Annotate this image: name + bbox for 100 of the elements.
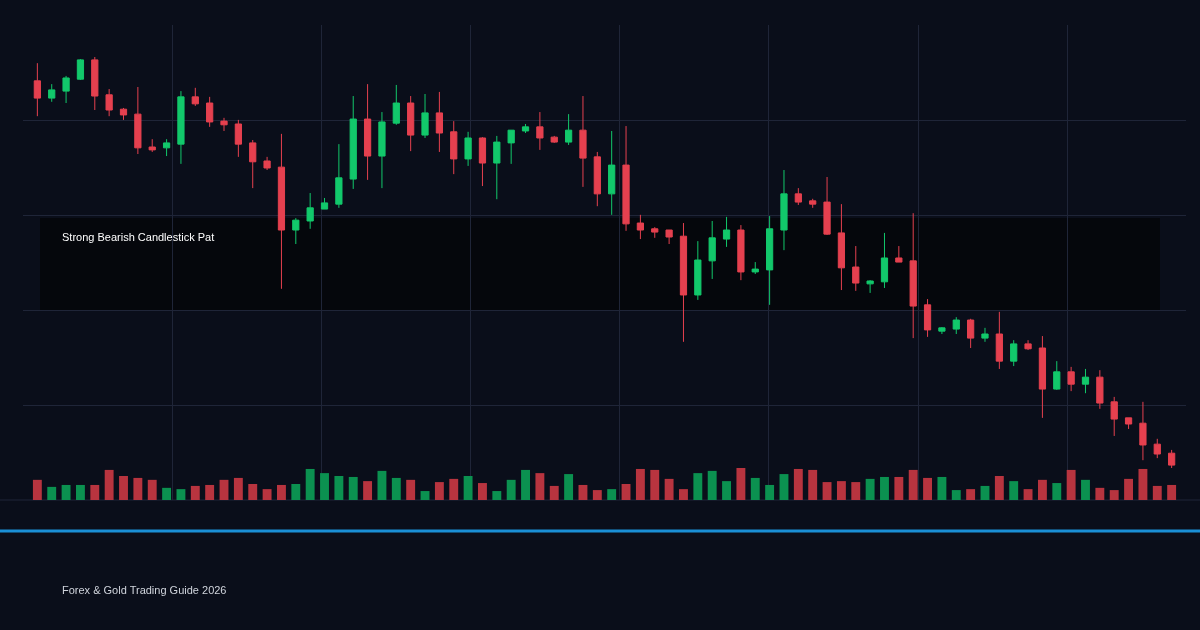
candlestick	[134, 86, 142, 155]
candlestick	[435, 91, 443, 153]
bar	[147, 479, 157, 500]
bar	[391, 477, 401, 500]
candlestick	[1124, 417, 1133, 430]
bar	[1066, 469, 1076, 500]
candlestick	[335, 143, 343, 209]
candlestick	[349, 95, 357, 190]
bar	[836, 481, 846, 500]
bar	[334, 476, 344, 500]
bar	[808, 469, 818, 500]
bar	[463, 476, 473, 500]
bar	[348, 476, 358, 500]
bar	[61, 484, 71, 500]
bar	[750, 477, 760, 500]
bar	[492, 491, 502, 500]
candlestick	[593, 151, 601, 207]
candlestick	[694, 240, 702, 301]
bar	[47, 486, 57, 500]
bar	[420, 491, 430, 500]
bar	[880, 476, 889, 500]
bar	[621, 484, 631, 500]
bar	[1138, 468, 1148, 500]
bar	[635, 468, 645, 500]
bar	[865, 478, 875, 500]
candlestick	[249, 139, 257, 189]
candlestick	[679, 222, 688, 343]
candlestick	[421, 93, 429, 139]
bar	[765, 484, 775, 500]
candlestick	[665, 229, 673, 245]
candlestick	[162, 138, 171, 157]
bar	[980, 485, 990, 500]
bar	[851, 482, 861, 500]
candlestick	[622, 125, 630, 232]
bar	[951, 490, 961, 500]
bar	[664, 478, 674, 500]
bar	[32, 479, 42, 500]
candlestick	[206, 96, 214, 128]
candlestick	[1010, 339, 1018, 367]
bar	[1167, 484, 1177, 500]
bar	[1023, 489, 1033, 500]
candlestick	[1038, 335, 1047, 419]
bar	[119, 476, 128, 500]
candlestick	[507, 129, 515, 165]
bar	[1152, 485, 1162, 500]
bar	[679, 489, 688, 500]
bar	[722, 481, 731, 500]
candlestick	[234, 119, 242, 158]
candlestick	[909, 212, 917, 339]
candlestick	[105, 88, 113, 117]
candlestick	[1153, 438, 1161, 459]
bar	[549, 485, 559, 500]
bar	[535, 473, 545, 500]
bar	[1124, 478, 1134, 500]
bar	[75, 484, 85, 500]
candlestick	[967, 318, 975, 349]
candlestick	[794, 187, 802, 206]
bar	[162, 487, 172, 500]
candlestick	[766, 215, 774, 306]
candlestick	[277, 133, 286, 290]
candlestick	[263, 156, 271, 171]
candlestick	[464, 131, 472, 167]
bar	[291, 484, 301, 500]
candlestick	[1168, 449, 1176, 469]
bar	[966, 489, 976, 500]
candlestick	[780, 169, 788, 251]
candlestick	[1096, 369, 1104, 410]
candlestick	[363, 83, 372, 181]
bar	[1095, 487, 1105, 500]
bar	[650, 469, 660, 500]
band-label: Strong Bearish Candlestick Pat	[62, 231, 215, 243]
bar	[822, 482, 832, 500]
bar	[923, 477, 933, 500]
bar	[793, 468, 803, 500]
bar	[90, 484, 100, 500]
candlestick	[1081, 368, 1090, 394]
candlestick	[392, 84, 400, 126]
candlestick	[220, 117, 228, 132]
bar	[937, 476, 947, 500]
bar	[994, 476, 1004, 500]
candlestick	[450, 120, 458, 175]
candlestick	[1139, 401, 1147, 461]
candlestick	[708, 220, 716, 280]
candlestick	[48, 83, 56, 103]
candlestick	[809, 198, 817, 209]
bar	[592, 490, 602, 500]
bar	[248, 484, 258, 500]
bar	[1081, 479, 1090, 500]
bar	[779, 474, 789, 500]
candlestick	[880, 232, 889, 289]
candlestick	[923, 298, 932, 338]
bar	[1009, 481, 1019, 500]
candlestick	[837, 203, 846, 291]
bar	[320, 473, 329, 500]
candlestick	[938, 326, 946, 335]
bar	[1037, 479, 1047, 500]
bar	[363, 481, 373, 500]
candlestick	[636, 214, 645, 240]
candlestick	[722, 216, 731, 248]
bar	[607, 489, 617, 500]
